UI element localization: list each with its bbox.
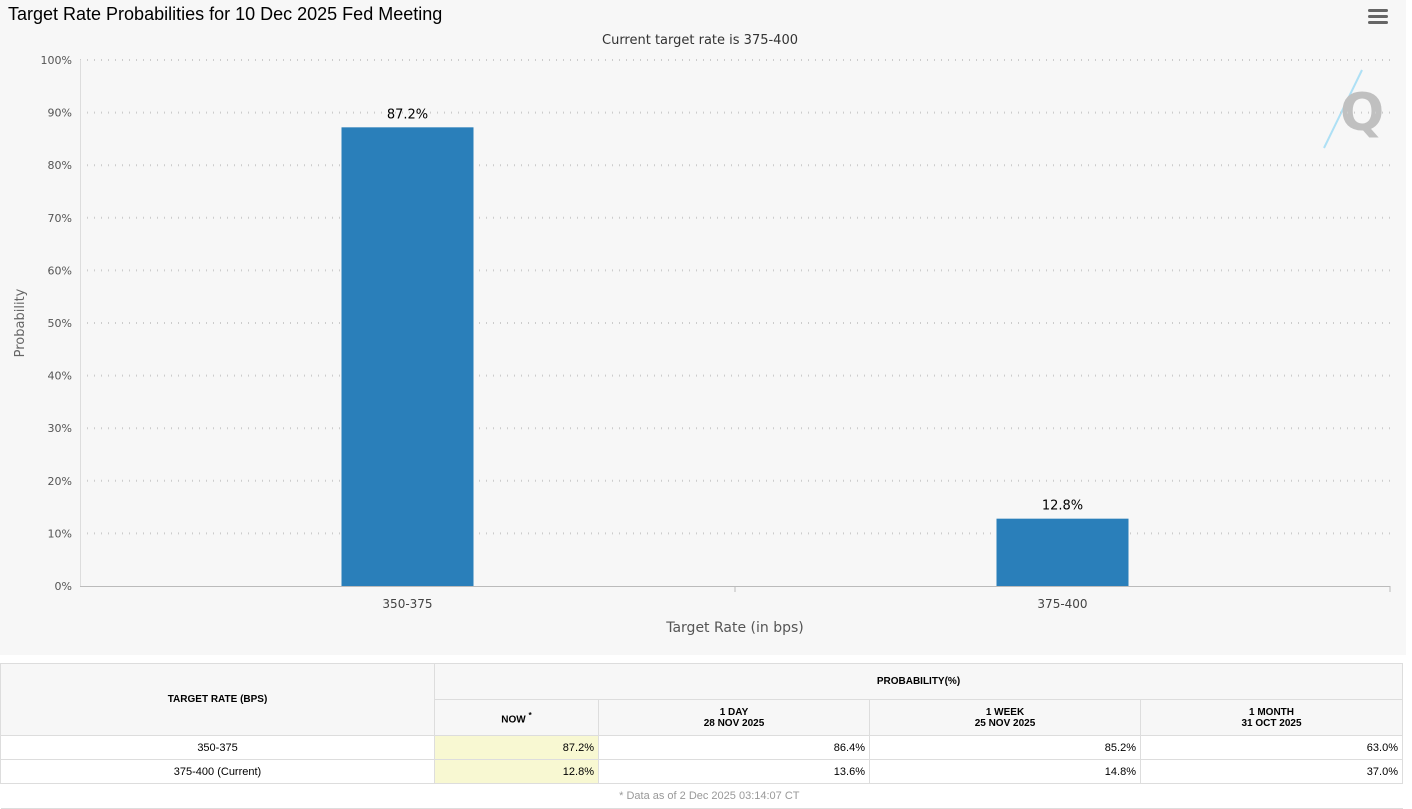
y-tick-label: 100% [41, 54, 72, 67]
bar [996, 518, 1129, 586]
chart-container: Target Rate Probabilities for 10 Dec 202… [8, 4, 1391, 636]
data-label: 87.2% [387, 107, 428, 122]
header-1-month: 1 MONTH 31 OCT 2025 [1140, 699, 1403, 736]
cell-1-day: 86.4% [598, 735, 870, 760]
cell-1-month: 63.0% [1140, 735, 1403, 760]
footnote: * Data as of 2 Dec 2025 03:14:07 CT [0, 783, 800, 809]
x-tick-label: 375-400 [1037, 597, 1087, 611]
header-now-note: * [528, 709, 532, 720]
probability-table: TARGET RATE (BPS) PROBABILITY(%) NOW * 1… [0, 663, 1403, 809]
cell-rate: 350-375 [0, 735, 435, 760]
y-tick-label: 10% [48, 527, 72, 540]
x-tick-label: 350-375 [382, 597, 432, 611]
y-tick-label: 0% [55, 580, 72, 593]
header-1-week: 1 WEEK 25 NOV 2025 [869, 699, 1141, 736]
chart-title: Target Rate Probabilities for 10 Dec 202… [8, 4, 443, 24]
header-date: 25 NOV 2025 [974, 717, 1036, 729]
header-1-day: 1 DAY 28 NOV 2025 [598, 699, 870, 736]
table-row: 350-375 87.2% 86.4% 85.2% 63.0% [0, 735, 1403, 760]
chart-subtitle: Current target rate is 375-400 [602, 33, 798, 48]
header-label: 1 DAY [719, 706, 749, 718]
header-label: 1 MONTH [1249, 706, 1294, 718]
footnote-text: * Data as of 2 Dec 2025 03:14:07 CT [619, 790, 800, 802]
y-tick-label: 40% [48, 370, 72, 383]
y-tick-label: 20% [48, 475, 72, 488]
header-label: 1 WEEK [985, 706, 1025, 718]
header-target-rate: TARGET RATE (BPS) [0, 663, 435, 736]
y-tick-label: 30% [48, 422, 72, 435]
x-axis-title: Target Rate (in bps) [665, 620, 804, 636]
y-axis-title: Probability [13, 288, 28, 357]
footnote-spacer [598, 783, 1403, 809]
header-date: 31 OCT 2025 [1241, 717, 1302, 729]
data-label: 12.8% [1042, 499, 1083, 514]
header-date: 28 NOV 2025 [703, 717, 765, 729]
cell-1-week: 14.8% [869, 759, 1141, 784]
header-probability: PROBABILITY(%) [434, 663, 1403, 700]
cell-1-month: 37.0% [1140, 759, 1403, 784]
bar [341, 127, 474, 586]
y-tick-label: 60% [48, 264, 72, 277]
cell-1-day: 13.6% [598, 759, 870, 784]
header-now: NOW * [434, 699, 599, 736]
cell-rate: 375-400 (Current) [0, 759, 435, 784]
header-now-label: NOW [501, 714, 526, 726]
cell-now: 12.8% [434, 759, 599, 784]
cell-1-week: 85.2% [869, 735, 1141, 760]
y-tick-label: 50% [48, 317, 72, 330]
y-tick-label: 90% [48, 107, 72, 120]
table-row: 375-400 (Current) 12.8% 13.6% 14.8% 37.0… [0, 759, 1403, 784]
y-tick-label: 80% [48, 159, 72, 172]
cell-now: 87.2% [434, 735, 599, 760]
hamburger-icon[interactable] [1368, 9, 1388, 25]
bar-chart: 0% 10% 20% 30% 40% 50% 60% 70% 80% 90% 100% 87.2% 35… [13, 54, 1391, 636]
y-tick-label: 70% [48, 212, 72, 225]
